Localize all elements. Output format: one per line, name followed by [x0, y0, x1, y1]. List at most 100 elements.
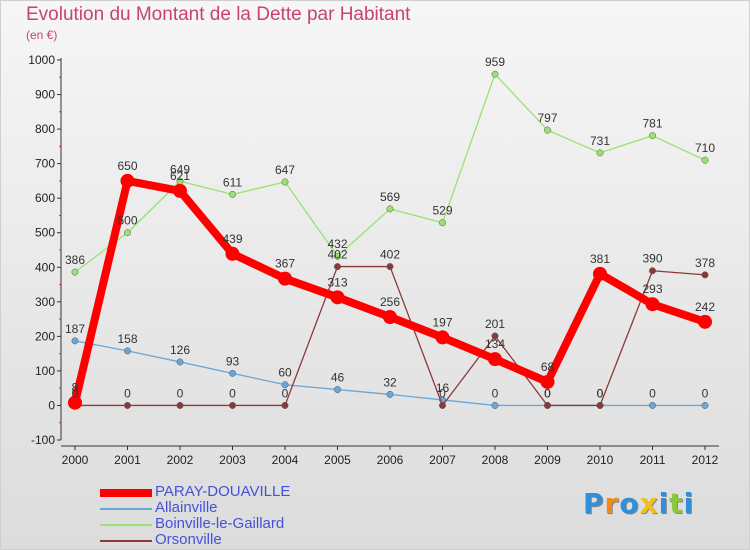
data-point-allainville: [649, 402, 656, 409]
y-tick-label: 100: [35, 364, 55, 378]
x-tick-label: 2002: [167, 453, 194, 467]
y-tick-label: 200: [35, 329, 55, 343]
data-label-orsonville: 402: [380, 248, 400, 262]
data-point-orsonville: [439, 402, 446, 409]
legend-swatch-allainville: [100, 508, 152, 510]
data-label-boinville-le-gaillard: 797: [537, 111, 557, 125]
data-point-allainville: [701, 402, 709, 409]
data-label-boinville-le-gaillard: 959: [485, 55, 505, 69]
data-label-paray-douaville: 242: [695, 300, 715, 314]
data-point-allainville: [281, 381, 289, 389]
legend-swatch-paray-douaville: [100, 489, 152, 497]
data-label-paray-douaville: 367: [275, 257, 295, 271]
x-tick-label: 2003: [219, 453, 246, 467]
data-label-boinville-le-gaillard: 432: [327, 237, 347, 251]
data-point-boinville-le-gaillard: [544, 126, 551, 134]
data-label-allainville: 0: [649, 386, 656, 400]
y-tick-label: 700: [35, 157, 55, 171]
data-point-paray-douaville: [698, 314, 712, 329]
x-tick-label: 2004: [272, 453, 299, 467]
data-point-orsonville: [334, 263, 341, 271]
proxiti-logo: Proxiti: [583, 487, 694, 520]
data-point-orsonville: [701, 271, 709, 279]
data-point-allainville: [71, 337, 79, 345]
data-label-allainville: 32: [383, 375, 397, 389]
logo-letter: i: [683, 487, 695, 520]
x-tick-label: 2000: [62, 453, 89, 467]
y-tick-label: 300: [35, 295, 55, 309]
data-point-boinville-le-gaillard: [386, 205, 394, 213]
data-point-paray-douaville: [593, 266, 607, 281]
x-tick-label: 2012: [692, 453, 719, 467]
data-label-allainville: 46: [331, 371, 345, 385]
data-point-paray-douaville: [540, 374, 555, 389]
data-label-orsonville: 0: [544, 386, 551, 400]
data-label-paray-douaville: 134: [485, 337, 505, 351]
data-point-orsonville: [124, 402, 131, 409]
x-tick-label: 2009: [534, 453, 561, 467]
data-point-paray-douaville: [120, 173, 135, 188]
data-point-allainville: [176, 358, 184, 366]
x-tick-label: 2011: [640, 453, 666, 467]
data-point-orsonville: [281, 402, 289, 409]
logo-letter: x: [639, 487, 659, 520]
data-label-boinville-le-gaillard: 611: [223, 175, 242, 189]
data-label-orsonville: 0: [72, 386, 79, 400]
data-point-boinville-le-gaillard: [649, 132, 656, 140]
data-label-boinville-le-gaillard: 731: [590, 134, 610, 148]
data-point-paray-douaville: [383, 310, 397, 325]
series-layer: [68, 70, 712, 410]
y-tick-label: 600: [35, 191, 55, 205]
data-label-paray-douaville: 439: [222, 232, 242, 246]
data-point-allainville: [334, 386, 341, 394]
data-label-allainville: 0: [597, 386, 604, 400]
data-label-paray-douaville: 197: [432, 315, 452, 329]
data-point-boinville-le-gaillard: [229, 190, 236, 198]
y-tick-label: 500: [35, 226, 55, 240]
y-tick-label: 0: [48, 398, 55, 412]
data-point-boinville-le-gaillard: [124, 229, 131, 237]
data-label-boinville-le-gaillard: 649: [170, 162, 190, 176]
data-point-paray-douaville: [435, 330, 450, 345]
data-point-orsonville: [544, 402, 551, 409]
data-point-allainville: [491, 402, 499, 409]
data-label-orsonville: 201: [485, 317, 505, 331]
x-tick-label: 2006: [377, 453, 404, 467]
y-tick-label: 800: [35, 122, 55, 136]
data-point-paray-douaville: [68, 395, 82, 410]
data-point-boinville-le-gaillard: [334, 252, 341, 260]
data-point-orsonville: [386, 263, 394, 271]
data-label-orsonville: 0: [124, 386, 131, 400]
data-point-boinville-le-gaillard: [71, 268, 79, 276]
data-point-orsonville: [596, 402, 604, 409]
x-tick-label: 2001: [114, 453, 141, 467]
legend-label-orsonville: Orsonville: [155, 531, 222, 548]
data-point-orsonville: [229, 402, 236, 409]
x-tick-label: 2008: [482, 453, 509, 467]
data-label-paray-douaville: 650: [117, 159, 137, 173]
data-point-paray-douaville: [645, 297, 660, 312]
data-label-allainville: 60: [278, 366, 292, 380]
data-point-paray-douaville: [330, 290, 345, 305]
data-point-paray-douaville: [278, 271, 292, 286]
data-label-allainville: 126: [170, 343, 190, 357]
data-label-boinville-le-gaillard: 710: [695, 141, 715, 155]
data-label-orsonville: 390: [642, 252, 662, 266]
chart-unit: (en €): [26, 28, 58, 42]
y-tick-label: -100: [31, 433, 55, 447]
legend-swatch-orsonville: [100, 540, 152, 542]
data-label-allainville: 0: [492, 386, 499, 400]
data-label-orsonville: 0: [439, 386, 446, 400]
data-label-orsonville: 0: [229, 386, 236, 400]
data-point-boinville-le-gaillard: [439, 219, 446, 227]
data-point-allainville: [124, 347, 131, 355]
data-label-allainville: 0: [702, 386, 709, 400]
data-label-allainville: 187: [65, 322, 85, 336]
data-label-boinville-le-gaillard: 529: [432, 204, 452, 218]
x-tick-label: 2007: [429, 453, 456, 467]
x-tick-label: 2010: [587, 453, 614, 467]
legend-swatch-boinville-le-gaillard: [100, 524, 152, 526]
y-tick-label: 900: [35, 88, 55, 102]
